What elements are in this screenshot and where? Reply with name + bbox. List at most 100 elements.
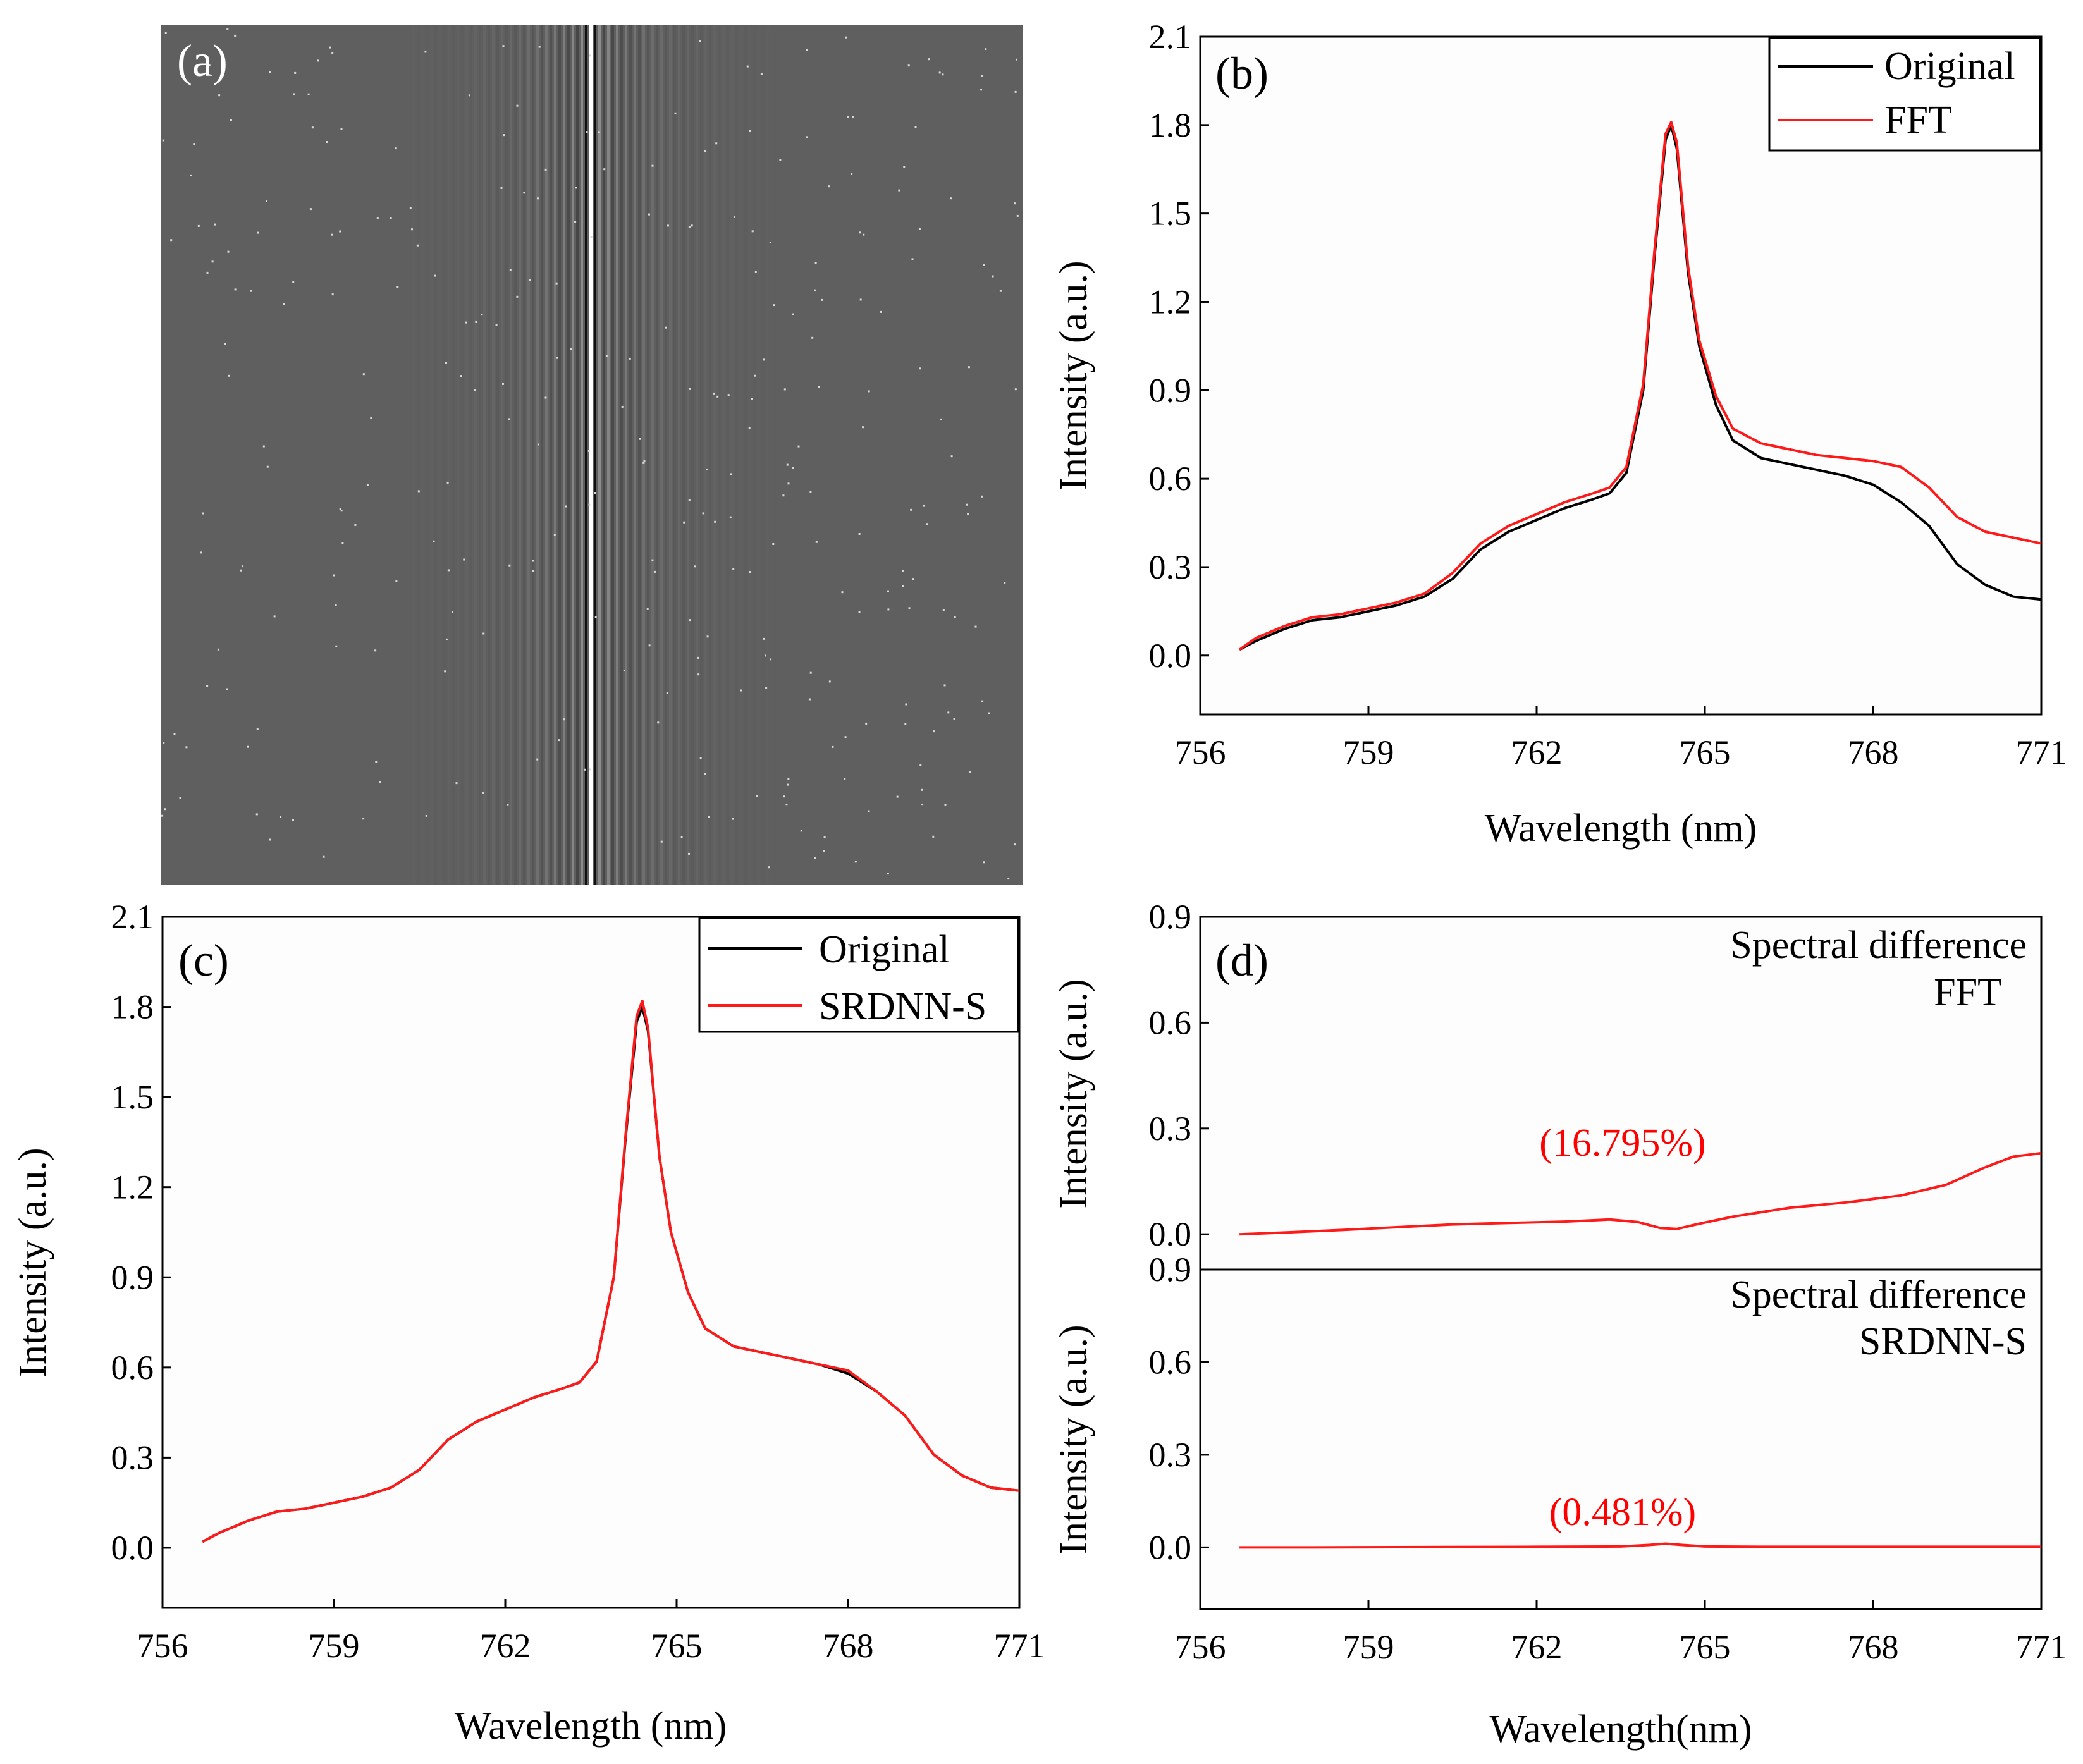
noise-dot [317, 59, 319, 62]
fringe-line [492, 25, 495, 885]
fringe-line [527, 25, 530, 885]
fringe-line [554, 25, 556, 885]
noise-dot [341, 542, 344, 544]
fringe-line [585, 25, 587, 885]
noise-dot [783, 795, 785, 798]
panel-d-xlabel: Wavelength(nm) [1489, 1708, 1752, 1751]
noise-dot [760, 73, 763, 75]
fringe-line [452, 25, 455, 885]
panel-b-label: (b) [1215, 48, 1269, 99]
noise-dot [331, 293, 334, 296]
fringe-line [616, 25, 618, 885]
noise-dot [164, 32, 167, 34]
noise-dot [859, 231, 861, 234]
noise-dot [206, 685, 209, 687]
panel-b-legend-fft: FFT [1884, 99, 1952, 142]
noise-dot [966, 503, 968, 506]
noise-dot [424, 51, 427, 53]
fringe-line [766, 25, 769, 885]
noise-dot [179, 797, 181, 799]
noise-dot [800, 830, 802, 832]
fringe-line [700, 25, 703, 885]
noise-dot [532, 570, 534, 572]
noise-dot [943, 684, 946, 687]
noise-dot [751, 230, 754, 233]
panel-a-fringes [417, 25, 769, 885]
noise-dot [783, 388, 786, 391]
noise-dot [782, 494, 785, 497]
fringe-line [638, 25, 641, 885]
noise-dot [445, 638, 448, 640]
noise-dot [769, 242, 771, 243]
noise-dot [293, 93, 295, 95]
panel-d-bottom-ytick-label: 0.6 [1149, 1343, 1192, 1381]
noise-dot [674, 112, 677, 114]
fringe-line [611, 25, 614, 885]
noise-dot [765, 654, 766, 657]
panel-d-top-ytick-label: 0.0 [1149, 1215, 1192, 1253]
noise-dot [311, 126, 314, 129]
noise-dot [509, 269, 512, 271]
panel-d-bottom-ytick-label: 0.3 [1149, 1436, 1192, 1474]
fringe-line [523, 25, 525, 885]
noise-dot [354, 524, 357, 526]
noise-dot [863, 233, 865, 236]
noise-dot [734, 216, 735, 218]
panel-c-legend: Original SRDNN-S [698, 917, 1019, 1033]
noise-dot [416, 244, 419, 247]
fringe-line [740, 25, 742, 885]
fringe-line [567, 25, 570, 885]
noise-dot [905, 703, 907, 706]
fringe-line [576, 25, 579, 885]
noise-dot [815, 541, 818, 543]
fringe-line [647, 25, 649, 885]
fringe-line [603, 25, 605, 885]
fringe-line [598, 25, 601, 885]
noise-dot [704, 773, 706, 775]
panel-b-xtick-label: 762 [1511, 733, 1563, 771]
noise-dot [792, 467, 794, 469]
fringe-line [634, 25, 636, 885]
noise-dot [746, 65, 749, 68]
noise-dot [273, 615, 276, 618]
panel-c-series [202, 1000, 1020, 1543]
noise-dot [1014, 90, 1017, 93]
noise-dot [255, 813, 258, 816]
noise-dot [787, 482, 790, 485]
panel-d-top-ytick-label: 0.6 [1149, 1003, 1192, 1041]
noise-dot [1014, 843, 1016, 846]
noise-dot [455, 782, 458, 785]
noise-dot [240, 569, 242, 572]
noise-dot [926, 523, 928, 525]
noise-dot [162, 139, 164, 142]
fringe-line [704, 25, 707, 885]
noise-dot [792, 313, 794, 315]
noise-dot [928, 58, 930, 61]
noise-dot [974, 625, 977, 628]
noise-dot [621, 405, 624, 408]
noise-dot [516, 104, 519, 107]
noise-dot [654, 570, 656, 573]
noise-dot [256, 728, 259, 730]
noise-dot [912, 578, 914, 580]
noise-dot [173, 733, 176, 735]
panel-b-ytick-label: 2.1 [1149, 18, 1192, 56]
fringe-line [656, 25, 658, 885]
noise-dot [828, 185, 830, 188]
noise-dot [224, 343, 226, 345]
noise-dot [228, 374, 230, 377]
noise-dot [553, 534, 556, 536]
noise-dot [933, 730, 935, 733]
noise-dot [821, 298, 823, 301]
fringe-line [713, 25, 716, 885]
noise-dot [714, 520, 716, 523]
noise-dot [500, 187, 503, 189]
panel-d-bottom-xtick-label: 771 [2016, 1628, 2067, 1666]
panel-c-ytick-label: 0.3 [111, 1438, 154, 1476]
noise-dot [262, 445, 265, 448]
fringe-line [417, 25, 419, 885]
noise-dot [362, 818, 365, 820]
panel-d-top-series-fft-difference [1239, 1151, 2042, 1236]
noise-dot [425, 814, 427, 817]
panel-c-xtick-label: 756 [137, 1627, 188, 1665]
